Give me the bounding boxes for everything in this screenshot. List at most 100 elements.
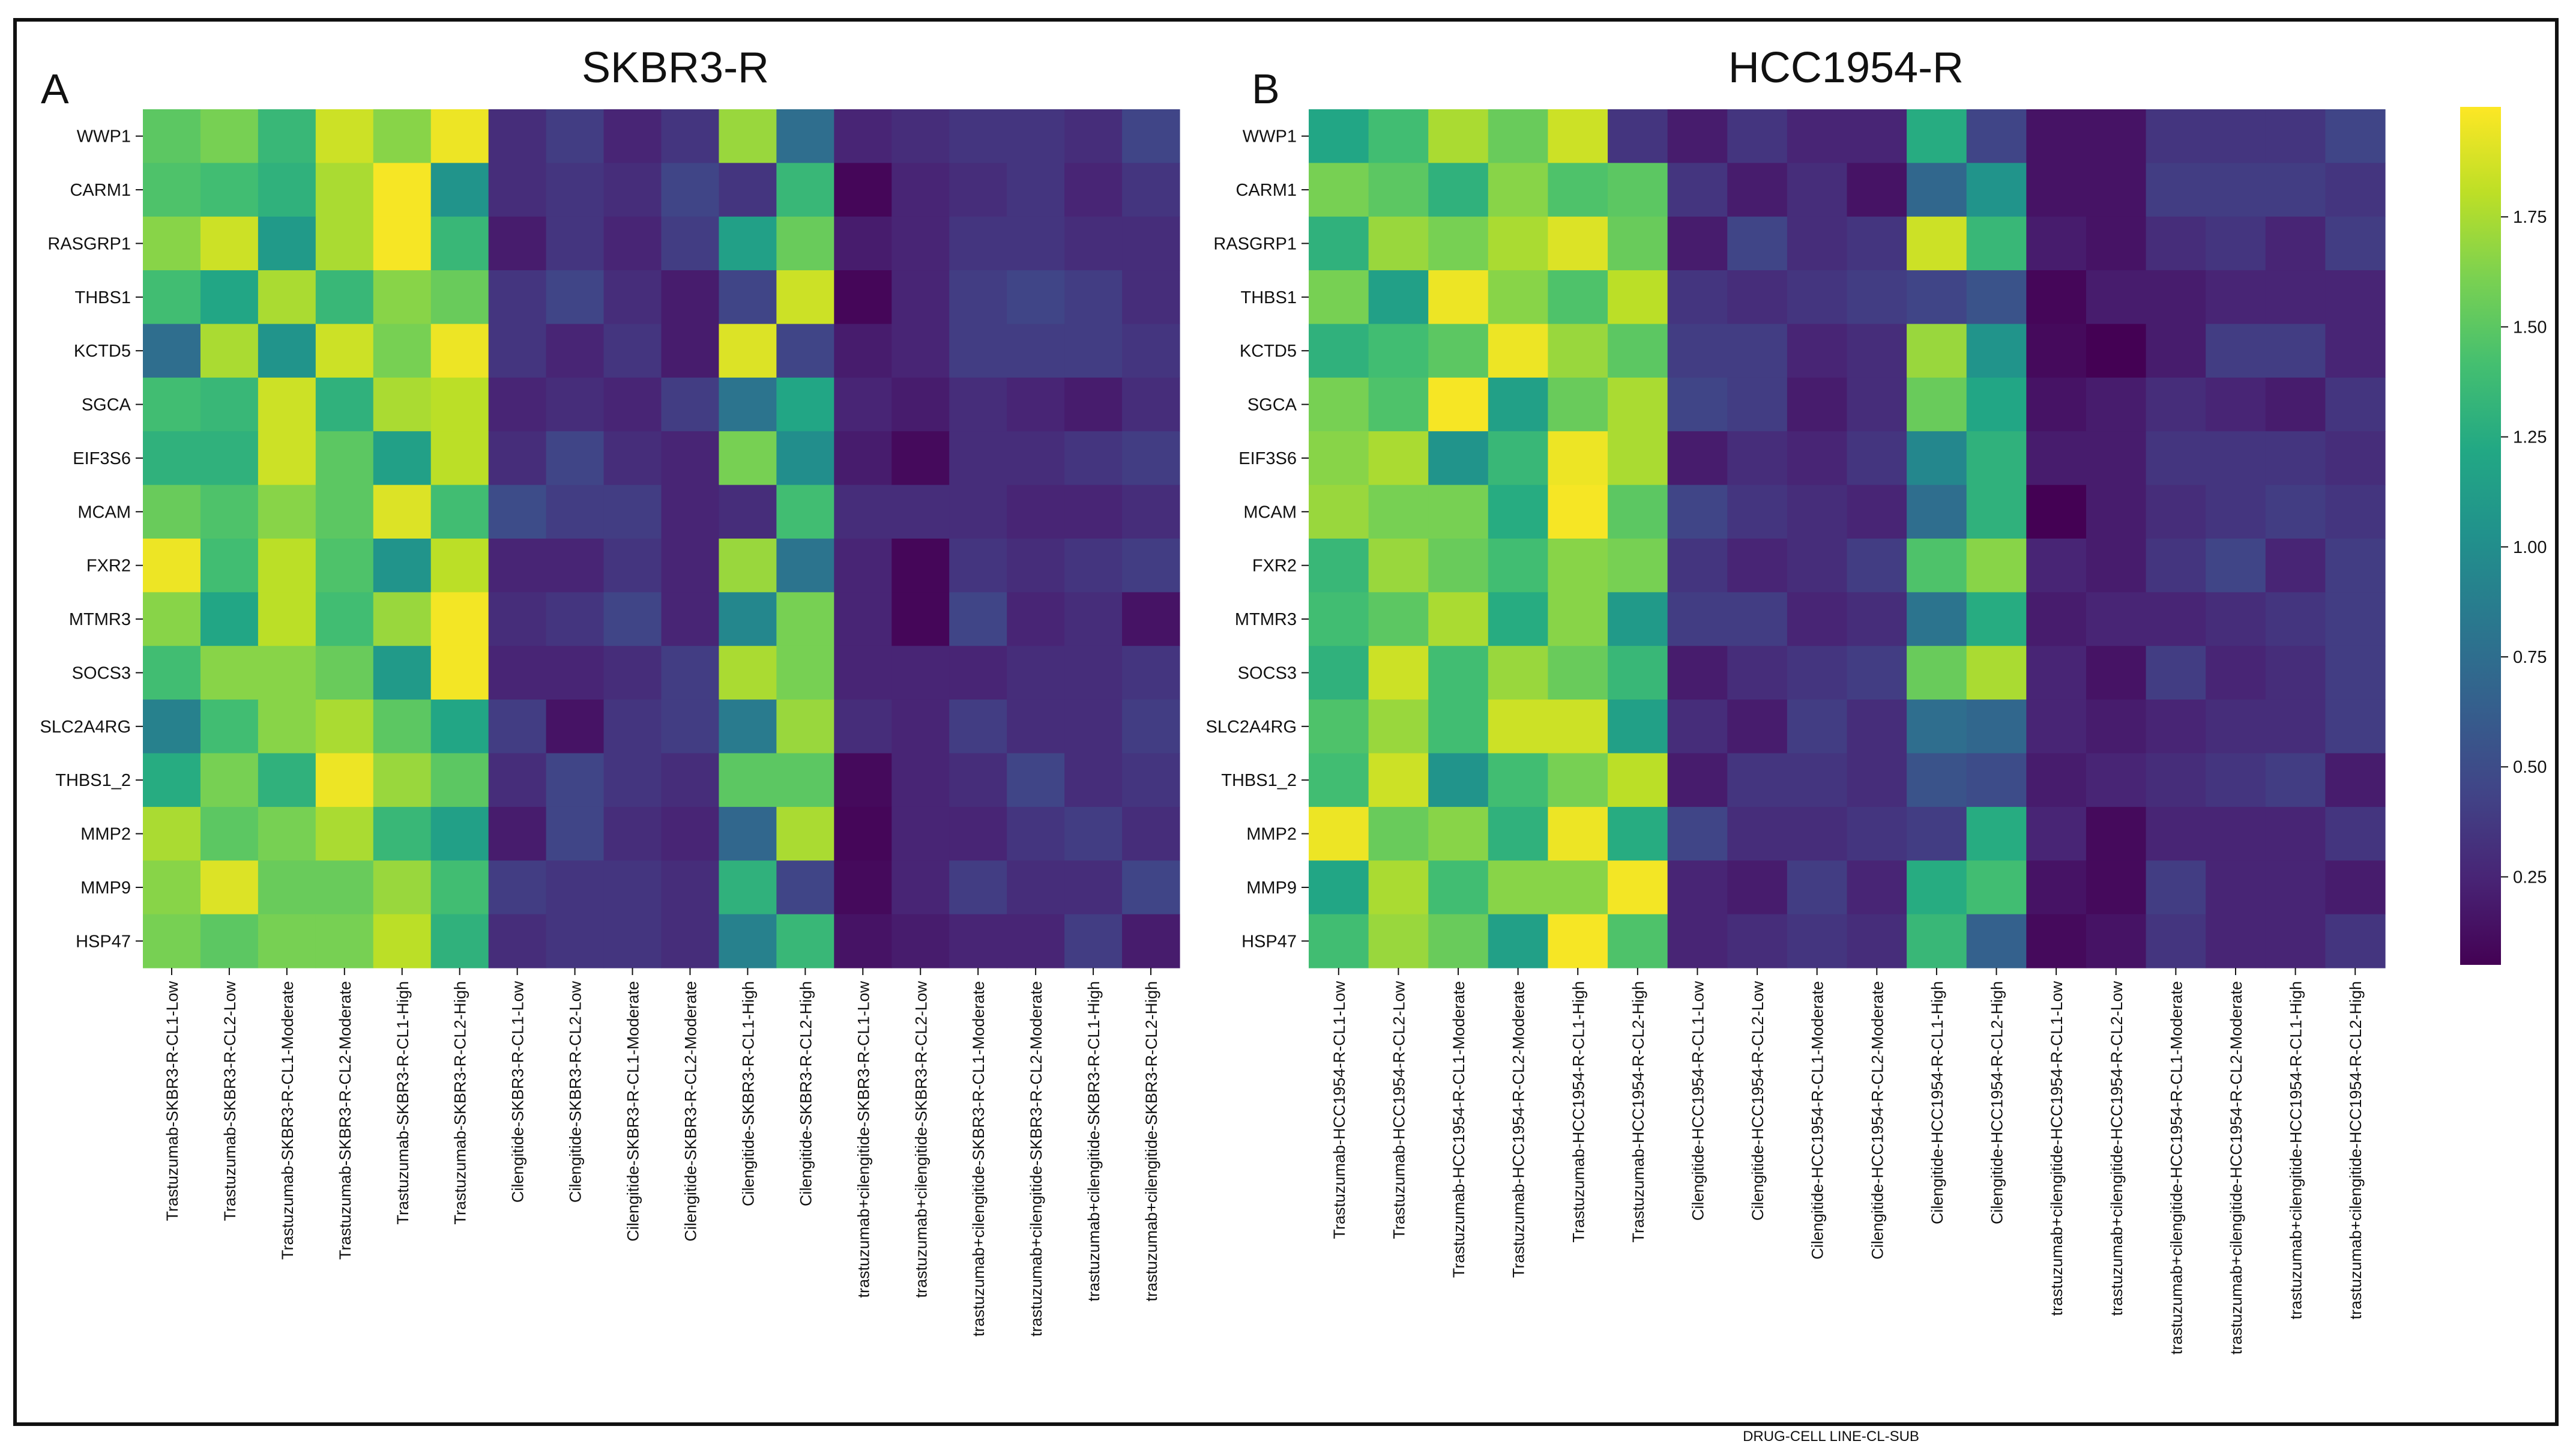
heatmap-b-cell-r6-c6 — [1667, 431, 1728, 486]
heatmap-b-cell-r8-c11 — [1966, 539, 2027, 593]
heatmap-a-cell-r1-c15 — [1007, 163, 1065, 217]
heatmap-b-cell-r2-c16 — [2265, 216, 2326, 271]
heatmap-a-cell-r10-c5 — [430, 645, 489, 700]
heatmap-a-cell-r2-c3 — [315, 216, 374, 271]
heatmap-b-cell-r4-c4 — [1548, 324, 1608, 378]
heatmap-b-cell-r2-c6 — [1667, 216, 1728, 271]
heatmap-b-cell-r3-c15 — [2206, 270, 2266, 325]
heatmap-a-cell-r14-c13 — [891, 860, 950, 915]
heatmap-a-cell-r6-c2 — [258, 431, 316, 486]
heatmap-b-cell-r11-c14 — [2146, 699, 2206, 754]
heatmap-a-cell-r4-c3 — [315, 324, 374, 378]
heatmap-a-cell-r15-c7 — [546, 914, 605, 968]
heatmap-b-cell-r7-c10 — [1907, 485, 1967, 539]
heatmap-a-cell-r4-c16 — [1064, 324, 1123, 378]
heatmap-a-cell-r3-c0 — [143, 270, 201, 325]
heatmap-a-row-label: THBS1_2 — [55, 771, 131, 790]
heatmap-a-cell-r15-c12 — [834, 914, 892, 968]
heatmap-b-cell-r6-c3 — [1488, 431, 1549, 486]
heatmap-a-cell-r13-c10 — [719, 806, 777, 861]
heatmap-b-cell-r7-c11 — [1966, 485, 2027, 539]
heatmap-b-cell-r12-c15 — [2206, 753, 2266, 808]
heatmap-a-cell-r10-c6 — [488, 645, 547, 700]
heatmap-a-cell-r4-c7 — [546, 324, 605, 378]
heatmap-b-cell-r7-c16 — [2265, 485, 2326, 539]
heatmap-a-cell-r13-c14 — [949, 806, 1007, 861]
heatmap-b-cell-r9-c15 — [2206, 592, 2266, 647]
heatmap-a-cell-r12-c2 — [258, 753, 316, 808]
heatmap-a-cell-r13-c11 — [776, 806, 834, 861]
heatmap-b-cell-r13-c7 — [1727, 806, 1788, 861]
heatmap-a-cell-r14-c5 — [430, 860, 489, 915]
heatmap-a-cell-r14-c8 — [603, 860, 662, 915]
heatmap-a-cell-r2-c10 — [719, 216, 777, 271]
heatmap-b-cell-r0-c12 — [2026, 109, 2087, 163]
heatmap-b-col-label: trastuzumab+cilengitide-HCC1954-R-CL2-Hi… — [2347, 981, 2365, 1320]
heatmap-b-cell-r2-c0 — [1309, 216, 1369, 271]
heatmap-b-cell-r13-c10 — [1907, 806, 1967, 861]
heatmap-a-cell-r13-c15 — [1007, 806, 1065, 861]
heatmap-a-cell-r6-c6 — [488, 431, 547, 486]
heatmap-b-col-label: trastuzumab+cilengitide-HCC1954-R-CL2-Mo… — [2227, 981, 2245, 1355]
heatmap-a-cell-r14-c12 — [834, 860, 892, 915]
heatmap-a-cell-r1-c16 — [1064, 163, 1123, 217]
heatmap-a-cell-r14-c4 — [373, 860, 432, 915]
heatmap-b-cell-r12-c6 — [1667, 753, 1728, 808]
heatmap-a-cell-r13-c4 — [373, 806, 432, 861]
heatmap-a-cell-r2-c2 — [258, 216, 316, 271]
heatmap-b-cell-r2-c1 — [1368, 216, 1429, 271]
heatmap-b-row-label: MTMR3 — [1235, 610, 1297, 629]
heatmap-b-cell-r2-c13 — [2086, 216, 2147, 271]
heatmap-b: WWP1 CARM1 RASGRP1 THBS1 KCTD5 SGCA EIF3S6 MCAM… — [1205, 109, 2386, 1355]
heatmap-b-cell-r7-c2 — [1428, 485, 1489, 539]
heatmap-a-cell-r6-c16 — [1064, 431, 1123, 486]
heatmap-b-cell-r14-c1 — [1368, 860, 1429, 915]
heatmap-a-cell-r9-c9 — [661, 592, 720, 647]
heatmap-a-cell-r7-c0 — [143, 485, 201, 539]
heatmap-b-cell-r6-c17 — [2325, 431, 2386, 486]
heatmap-a-cell-r10-c17 — [1122, 645, 1180, 700]
heatmap-a-cell-r10-c13 — [891, 645, 950, 700]
heatmap-b-cell-r6-c4 — [1548, 431, 1608, 486]
heatmap-b-cell-r11-c10 — [1907, 699, 1967, 754]
heatmap-a-cell-r6-c5 — [430, 431, 489, 486]
heatmap-b-cell-r14-c16 — [2265, 860, 2326, 915]
heatmap-a-cell-r11-c16 — [1064, 699, 1123, 754]
heatmap-a-cell-r9-c16 — [1064, 592, 1123, 647]
heatmap-b-cell-r1-c13 — [2086, 163, 2147, 217]
heatmap-a-row-label: THBS1 — [75, 288, 131, 307]
heatmap-a-cell-r8-c3 — [315, 539, 374, 593]
heatmap-a-cell-r15-c4 — [373, 914, 432, 968]
heatmap-b-row-label: THBS1_2 — [1221, 771, 1297, 790]
heatmap-a-cell-r3-c7 — [546, 270, 605, 325]
heatmap-a-cell-r10-c15 — [1007, 645, 1065, 700]
heatmap-b-cell-r13-c1 — [1368, 806, 1429, 861]
heatmap-b-cell-r11-c4 — [1548, 699, 1608, 754]
heatmap-a-cell-r0-c11 — [776, 109, 834, 163]
colorbar-tick-label: 1.00 — [2513, 538, 2547, 557]
heatmap-a-cell-r5-c1 — [200, 377, 259, 432]
heatmap-b-cell-r12-c7 — [1727, 753, 1788, 808]
heatmap-a-cell-r5-c5 — [430, 377, 489, 432]
heatmap-a-row-label: MMP2 — [80, 825, 131, 844]
heatmap-a-cell-r2-c15 — [1007, 216, 1065, 271]
heatmap-b-cell-r3-c2 — [1428, 270, 1489, 325]
heatmap-b-cell-r5-c2 — [1428, 377, 1489, 432]
heatmap-a-cell-r0-c16 — [1064, 109, 1123, 163]
heatmap-a-row-label: SLC2A4RG — [40, 717, 131, 737]
heatmap-a-col-label: trastuzumab+cilengitide-SKBR3-R-CL2-High — [1142, 981, 1160, 1301]
heatmap-b-col-label: Trastuzumab-HCC1954-R-CL1-High — [1569, 981, 1587, 1243]
heatmap-b-cell-r15-c9 — [1847, 914, 1907, 968]
heatmap-b-cell-r4-c15 — [2206, 324, 2266, 378]
heatmap-b-cell-r14-c9 — [1847, 860, 1907, 915]
heatmap-a-cell-r0-c3 — [315, 109, 374, 163]
heatmap-a-cell-r11-c4 — [373, 699, 432, 754]
heatmap-a-cell-r11-c5 — [430, 699, 489, 754]
heatmap-a-cell-r4-c8 — [603, 324, 662, 378]
colorbar-gradient — [2460, 107, 2501, 965]
heatmap-b-row-label: EIF3S6 — [1238, 449, 1297, 468]
heatmap-a-cell-r4-c13 — [891, 324, 950, 378]
heatmap-b-cell-r10-c13 — [2086, 645, 2147, 700]
heatmap-a-cell-r15-c16 — [1064, 914, 1123, 968]
heatmap-a-row-label: RASGRP1 — [47, 234, 131, 253]
